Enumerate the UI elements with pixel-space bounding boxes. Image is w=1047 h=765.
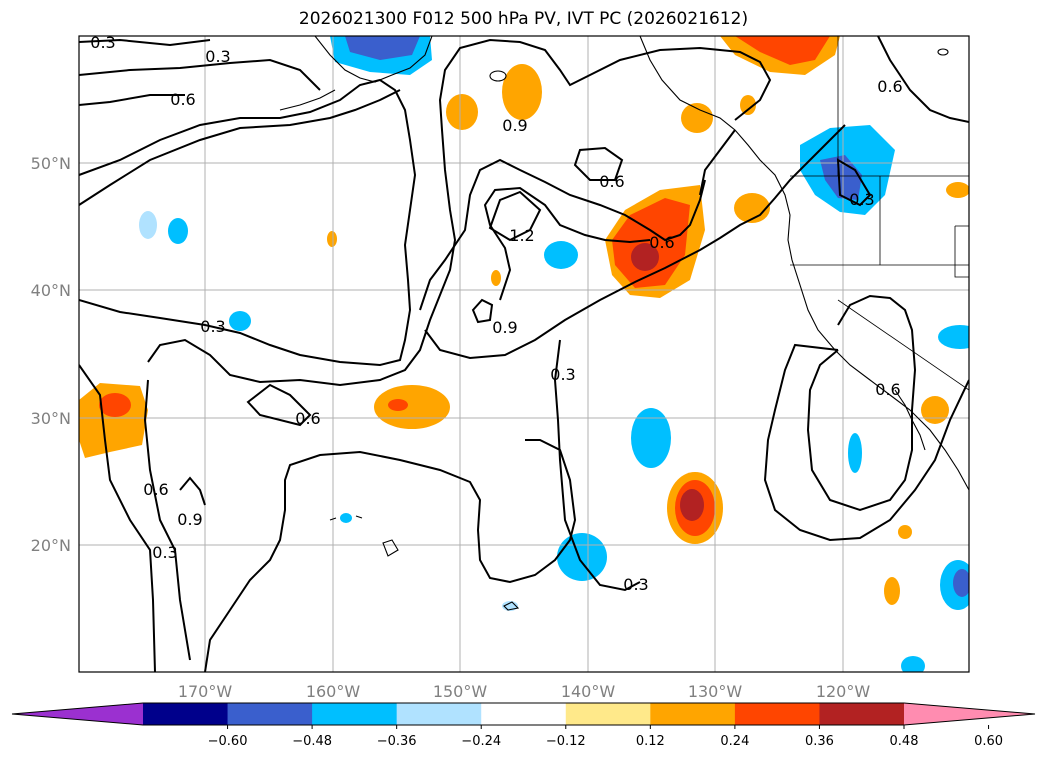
colorbar-tick-label: 0.60 bbox=[974, 734, 1003, 749]
colorbar-tick-label: 0.12 bbox=[636, 734, 665, 749]
contour-label: 0.3 bbox=[849, 190, 874, 209]
contour-label: 0.9 bbox=[502, 116, 527, 135]
graticule bbox=[79, 36, 969, 672]
colorbar-segment bbox=[650, 703, 736, 725]
contour-label: 0.3 bbox=[623, 575, 648, 594]
contour-label: 0.6 bbox=[877, 77, 902, 96]
colorbar-segment bbox=[396, 703, 482, 725]
lon-label: 130°W bbox=[688, 682, 743, 701]
colorbar-outline bbox=[11, 702, 1036, 726]
contour-label: 0.3 bbox=[152, 543, 177, 562]
colorbar-tick-label: −0.24 bbox=[461, 734, 501, 749]
colorbar-tick-label: −0.60 bbox=[208, 734, 248, 749]
colorbar-segment bbox=[312, 703, 398, 725]
contour-label: 0.6 bbox=[649, 233, 674, 252]
colorbar-extend-min bbox=[12, 703, 143, 725]
contour-label: 0.3 bbox=[550, 365, 575, 384]
contour-label: 1.2 bbox=[509, 226, 534, 245]
lat-label: 40°N bbox=[31, 281, 71, 300]
map-area: 0.3 0.3 0.6 0.9 0.6 1.2 0.9 0.6 0.3 0.6 … bbox=[79, 33, 969, 672]
lon-label: 170°W bbox=[178, 682, 233, 701]
lon-label: 150°W bbox=[433, 682, 488, 701]
longitude-labels: 170°W 160°W 150°W 140°W 130°W 120°W bbox=[178, 682, 871, 701]
colorbar-extend-max bbox=[904, 703, 1035, 725]
colorbar: −0.60 −0.48 −0.36 −0.24 −0.12 0.12 0.24 0.36 0.4… bbox=[11, 702, 1036, 749]
colorbar-tick-label: 0.36 bbox=[805, 734, 834, 749]
contour-label: 0.6 bbox=[295, 409, 320, 428]
contour-labels: 0.3 0.3 0.6 0.9 0.6 1.2 0.9 0.6 0.3 0.6 … bbox=[90, 33, 902, 594]
colorbar-tick-label: −0.48 bbox=[292, 734, 332, 749]
contour-label: 0.3 bbox=[90, 33, 115, 52]
lat-label: 30°N bbox=[31, 409, 71, 428]
colorbar-segment bbox=[565, 703, 651, 725]
contour-label: 0.9 bbox=[492, 318, 517, 337]
pv-contours bbox=[79, 36, 969, 672]
contour-label: 0.6 bbox=[875, 380, 900, 399]
contour-label: 0.9 bbox=[177, 510, 202, 529]
coastlines bbox=[279, 36, 969, 611]
latitude-labels: 50°N 40°N 30°N 20°N bbox=[31, 154, 71, 555]
lat-label: 50°N bbox=[31, 154, 71, 173]
contour-label: 0.3 bbox=[205, 47, 230, 66]
colorbar-tick-label: −0.12 bbox=[546, 734, 586, 749]
contour-label: 0.6 bbox=[143, 480, 168, 499]
lon-label: 160°W bbox=[306, 682, 361, 701]
lat-label: 20°N bbox=[31, 536, 71, 555]
contour-label: 0.6 bbox=[170, 90, 195, 109]
colorbar-segment bbox=[734, 703, 820, 725]
map-frame bbox=[78, 35, 970, 673]
colorbar-tick-label: 0.24 bbox=[720, 734, 749, 749]
colorbar-segment bbox=[143, 703, 229, 725]
contour-label: 0.3 bbox=[200, 317, 225, 336]
contour-label: 0.6 bbox=[599, 172, 624, 191]
colorbar-segment bbox=[227, 703, 313, 725]
ivt-shading bbox=[79, 36, 969, 672]
map-title: 2026021300 F012 500 hPa PV, IVT PC (2026… bbox=[298, 9, 749, 29]
colorbar-tick-label: −0.36 bbox=[377, 734, 417, 749]
lon-label: 120°W bbox=[816, 682, 871, 701]
lon-label: 140°W bbox=[561, 682, 616, 701]
colorbar-tick-label: 0.48 bbox=[890, 734, 919, 749]
colorbar-segment bbox=[819, 703, 905, 725]
colorbar-segment bbox=[481, 703, 567, 725]
